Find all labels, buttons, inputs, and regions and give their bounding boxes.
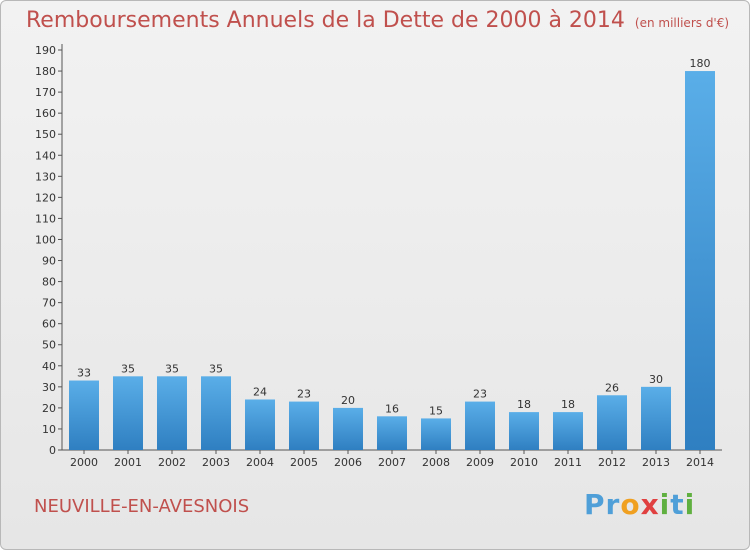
x-tick-label: 2005: [290, 456, 318, 469]
x-tick-label: 2014: [686, 456, 714, 469]
bar: [641, 386, 671, 450]
bar-value-label: 26: [605, 381, 619, 394]
x-tick-label: 2008: [422, 456, 450, 469]
chart-unit: (en milliers d'€): [634, 16, 730, 30]
bar: [421, 418, 451, 450]
x-tick-label: 2006: [334, 456, 362, 469]
logo-letter: r: [605, 488, 621, 521]
bar: [465, 401, 495, 450]
x-tick-label: 2003: [202, 456, 230, 469]
bar-value-label: 16: [385, 402, 399, 415]
y-tick-label: 10: [42, 423, 56, 436]
bar: [377, 416, 407, 450]
bar: [553, 412, 583, 450]
x-tick-label: 2004: [246, 456, 274, 469]
bar: [289, 401, 319, 450]
bar-value-label: 35: [209, 362, 223, 375]
y-tick-label: 180: [35, 65, 56, 78]
y-tick-label: 160: [35, 107, 56, 120]
x-tick-label: 2010: [510, 456, 538, 469]
logo-letter: o: [620, 488, 641, 521]
bar: [685, 71, 715, 450]
logo-letter: t: [670, 488, 685, 521]
chart-title: Remboursements Annuels de la Dette de 20…: [26, 8, 729, 33]
y-tick-label: 70: [42, 297, 56, 310]
bar-value-label: 33: [77, 367, 91, 380]
bar: [201, 376, 231, 450]
logo-letter: x: [640, 488, 660, 521]
y-tick-label: 130: [35, 170, 56, 183]
y-tick-label: 140: [35, 149, 56, 162]
y-tick-label: 80: [42, 276, 56, 289]
y-tick-label: 20: [42, 402, 56, 415]
bar: [333, 407, 363, 450]
bar-value-label: 35: [121, 362, 135, 375]
x-tick-label: 2013: [642, 456, 670, 469]
x-tick-label: 2007: [378, 456, 406, 469]
y-tick-label: 60: [42, 318, 56, 331]
bar: [509, 412, 539, 450]
logo-letter: i: [659, 488, 671, 521]
logo-letter: P: [584, 488, 606, 521]
chart-title-text: Remboursements Annuels de la Dette de 20…: [26, 8, 625, 33]
bar-value-label: 23: [297, 388, 311, 401]
x-tick-label: 2011: [554, 456, 582, 469]
bar-value-label: 180: [690, 57, 711, 70]
y-tick-label: 40: [42, 360, 56, 373]
y-tick-label: 110: [35, 212, 56, 225]
bar-value-label: 15: [429, 404, 443, 417]
x-tick-label: 2009: [466, 456, 494, 469]
y-tick-label: 190: [35, 44, 56, 57]
x-tick-label: 2000: [70, 456, 98, 469]
y-tick-label: 50: [42, 339, 56, 352]
bar: [69, 380, 99, 450]
bar-value-label: 30: [649, 373, 663, 386]
y-tick-label: 170: [35, 86, 56, 99]
y-tick-label: 150: [35, 128, 56, 141]
bar: [157, 376, 187, 450]
y-tick-label: 90: [42, 255, 56, 268]
bar: [597, 395, 627, 450]
y-tick-label: 120: [35, 191, 56, 204]
x-tick-label: 2012: [598, 456, 626, 469]
x-tick-label: 2002: [158, 456, 186, 469]
proxiti-logo: Proxiti: [584, 488, 695, 521]
bar-value-label: 18: [517, 398, 531, 411]
y-tick-label: 100: [35, 233, 56, 246]
x-tick-label: 2001: [114, 456, 142, 469]
bar-value-label: 18: [561, 398, 575, 411]
bar-value-label: 24: [253, 385, 267, 398]
bar: [113, 376, 143, 450]
bar: [245, 399, 275, 450]
y-tick-label: 30: [42, 381, 56, 394]
bar-value-label: 20: [341, 394, 355, 407]
commune-name: NEUVILLE-EN-AVESNOIS: [34, 496, 250, 517]
y-tick-label: 0: [49, 444, 56, 457]
bar-value-label: 35: [165, 362, 179, 375]
bar-value-label: 23: [473, 388, 487, 401]
logo-letter: i: [684, 488, 696, 521]
